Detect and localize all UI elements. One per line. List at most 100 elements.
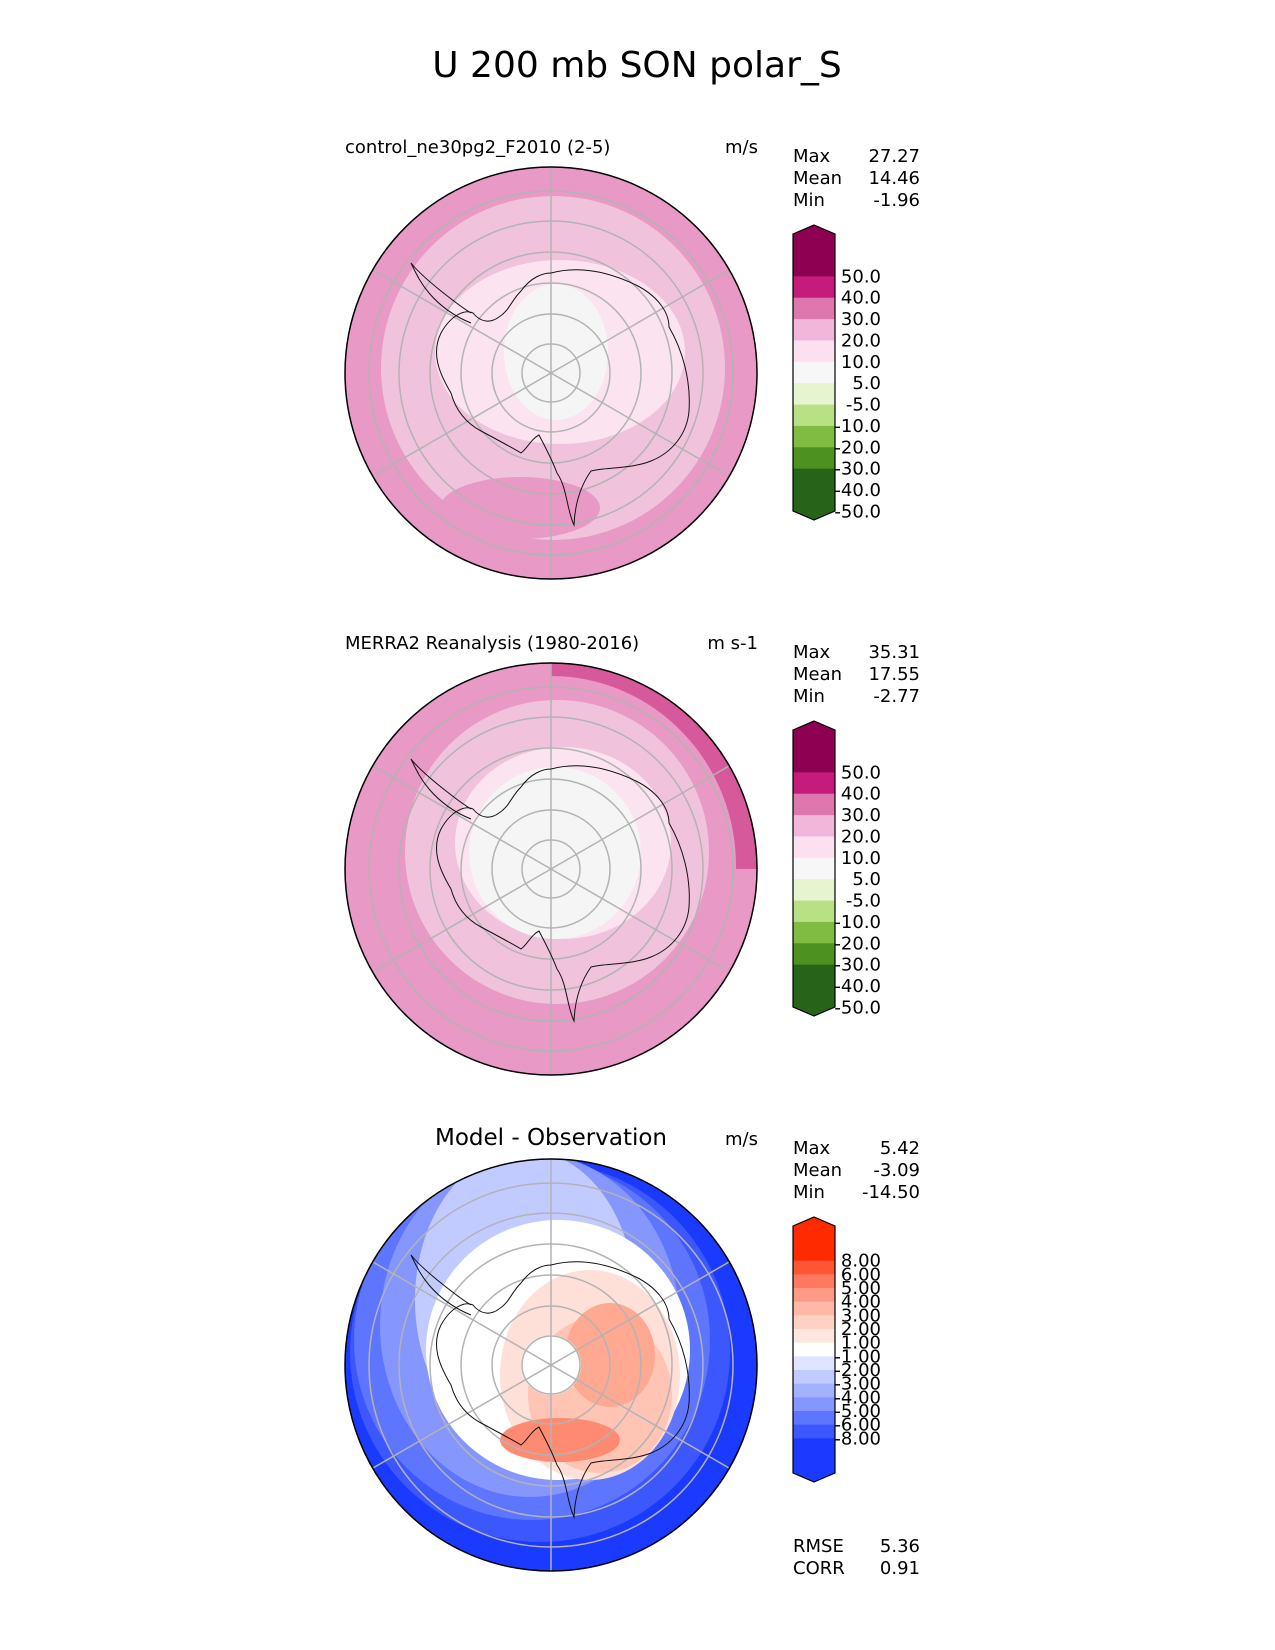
- colorbar-tick-label: -2.00: [834, 1360, 881, 1381]
- colorbar-tick-label: 50.0: [841, 266, 881, 287]
- colorbar-segment: [793, 751, 835, 773]
- colorbar-segment: [793, 921, 835, 944]
- colorbar-segment: [793, 361, 835, 384]
- colorbar-segment: [793, 1383, 835, 1398]
- colorbar-tick-label: 20.0: [841, 826, 881, 847]
- panel-diff-colorbar: 8.006.005.004.003.002.001.00-1.00-2.00-3…: [792, 1216, 881, 1483]
- stat-value: 27.27: [868, 146, 920, 167]
- stat-label: Min: [793, 686, 825, 707]
- panel-obs-map: [345, 663, 757, 1075]
- colorbar-segment: [793, 1397, 835, 1412]
- colorbar-segment: [793, 1247, 835, 1262]
- panel-diff-footer-stats: RMSE 5.36 CORR 0.91: [793, 1536, 920, 1579]
- coastline-path: [435, 1261, 690, 1519]
- colorbar-tick-label: -50.0: [834, 997, 881, 1018]
- panel-diff: Model - Observation m/s Max 5.42 Mean -3…: [344, 1125, 920, 1579]
- colorbar-segment: [793, 1356, 835, 1371]
- panel-obs-title: MERRA2 Reanalysis (1980-2016): [345, 633, 639, 654]
- colorbar-tick-label: -3.00: [834, 1374, 881, 1395]
- figure-title: U 200 mb SON polar_S: [432, 45, 841, 86]
- panel-model-title: control_ne30pg2_F2010 (2-5): [345, 137, 610, 158]
- map-boundary: [344, 1158, 758, 1572]
- colorbar-extend-bottom: [793, 490, 835, 520]
- stat-value: 17.55: [868, 664, 920, 685]
- colorbar-segment: [793, 340, 835, 363]
- colorbar-tick-label: -40.0: [834, 976, 881, 997]
- colorbar-tick-label: -8.00: [834, 1428, 881, 1449]
- panel-diff-title: Model - Observation: [435, 1125, 667, 1151]
- colorbar-segment: [793, 1301, 835, 1316]
- colorbar-tick-label: 10.0: [841, 848, 881, 869]
- footer-stat-label: RMSE: [793, 1536, 844, 1557]
- colorbar-segment: [793, 1329, 835, 1344]
- colorbar-extend-top: [793, 721, 835, 751]
- stat-label: Max: [793, 1138, 831, 1159]
- colorbar-tick-label: 8.00: [841, 1251, 881, 1272]
- colorbar-extend-top: [793, 1217, 835, 1247]
- coastline-path: [435, 765, 690, 1023]
- colorbar-tick-label: 6.00: [841, 1264, 881, 1285]
- colorbar-tick-label: 10.0: [841, 352, 881, 373]
- colorbar-outline: [792, 224, 836, 521]
- colorbar-segment: [793, 1288, 835, 1303]
- colorbar-segment: [793, 793, 835, 816]
- colorbar-tick-label: 1.00: [841, 1333, 881, 1354]
- colorbar-outline: [792, 1216, 836, 1483]
- colorbar-tick-label: 5.0: [852, 869, 881, 890]
- colorbar-segment: [793, 468, 835, 491]
- stat-label: Max: [793, 642, 831, 663]
- colorbar-segment: [793, 447, 835, 470]
- colorbar-extend-bottom: [793, 986, 835, 1016]
- colorbar-tick-label: 40.0: [841, 784, 881, 805]
- peninsula-path: [410, 758, 472, 820]
- panel-model-grid: [368, 167, 734, 579]
- antarctica-coastline: [410, 1254, 690, 1519]
- colorbar-tick-label: -4.00: [834, 1387, 881, 1408]
- panel-model-units: m/s: [725, 137, 758, 158]
- meridian-line: [372, 1261, 730, 1469]
- colorbar-tick-label: 3.00: [841, 1305, 881, 1326]
- panel-obs-stats: Max 35.31 Mean 17.55 Min -2.77: [793, 642, 920, 707]
- antarctica-coastline: [410, 758, 690, 1023]
- colorbar-segment: [793, 836, 835, 859]
- antarctica-coastline: [410, 262, 690, 527]
- colorbar-segment: [793, 879, 835, 902]
- colorbar-segment: [793, 815, 835, 837]
- peninsula-path: [410, 1254, 472, 1316]
- colorbar-tick-label: -50.0: [834, 501, 881, 522]
- colorbar-tick-label: -20.0: [834, 437, 881, 458]
- colorbar-tick-label: 4.00: [841, 1292, 881, 1313]
- colorbar-segment: [793, 900, 835, 923]
- meridian-line: [372, 269, 730, 477]
- footer-stat-value: 5.36: [880, 1536, 920, 1557]
- footer-stat-label: CORR: [793, 1558, 845, 1579]
- panel-obs: MERRA2 Reanalysis (1980-2016) m s-1 Max …: [344, 633, 920, 1076]
- colorbar-segment: [793, 1315, 835, 1330]
- colorbar-outline: [792, 720, 836, 1017]
- colorbar-tick-label: -10.0: [834, 912, 881, 933]
- colorbar-tick-label: -10.0: [834, 416, 881, 437]
- colorbar-segment: [793, 1424, 835, 1439]
- colorbar-segment: [793, 943, 835, 966]
- stat-label: Min: [793, 1182, 825, 1203]
- stat-value: 14.46: [868, 168, 920, 189]
- panel-model: control_ne30pg2_F2010 (2-5) m/s Max 27.2…: [344, 137, 920, 580]
- peninsula-path: [410, 262, 472, 324]
- colorbar-segment: [793, 404, 835, 427]
- map-boundary: [344, 166, 758, 580]
- panel-model-colorbar: 50.040.030.020.010.05.0-5.0-10.0-20.0-30…: [792, 224, 881, 522]
- colorbar-extend-top: [793, 225, 835, 255]
- stat-value: -2.77: [873, 686, 920, 707]
- field-patch-30-40: [551, 663, 757, 869]
- colorbar-tick-label: 30.0: [841, 309, 881, 330]
- colorbar-tick-label: 40.0: [841, 288, 881, 309]
- panel-obs-colorbar: 50.040.030.020.010.05.0-5.0-10.0-20.0-30…: [792, 720, 881, 1018]
- stat-label: Min: [793, 190, 825, 211]
- colorbar-tick-label: -40.0: [834, 480, 881, 501]
- colorbar-segment: [793, 1411, 835, 1426]
- colorbar-tick-label: -5.00: [834, 1401, 881, 1422]
- panel-diff-grid: [368, 1159, 734, 1571]
- meridian-line: [372, 765, 730, 973]
- stat-value: -14.50: [862, 1182, 920, 1203]
- map-boundary: [344, 662, 758, 1076]
